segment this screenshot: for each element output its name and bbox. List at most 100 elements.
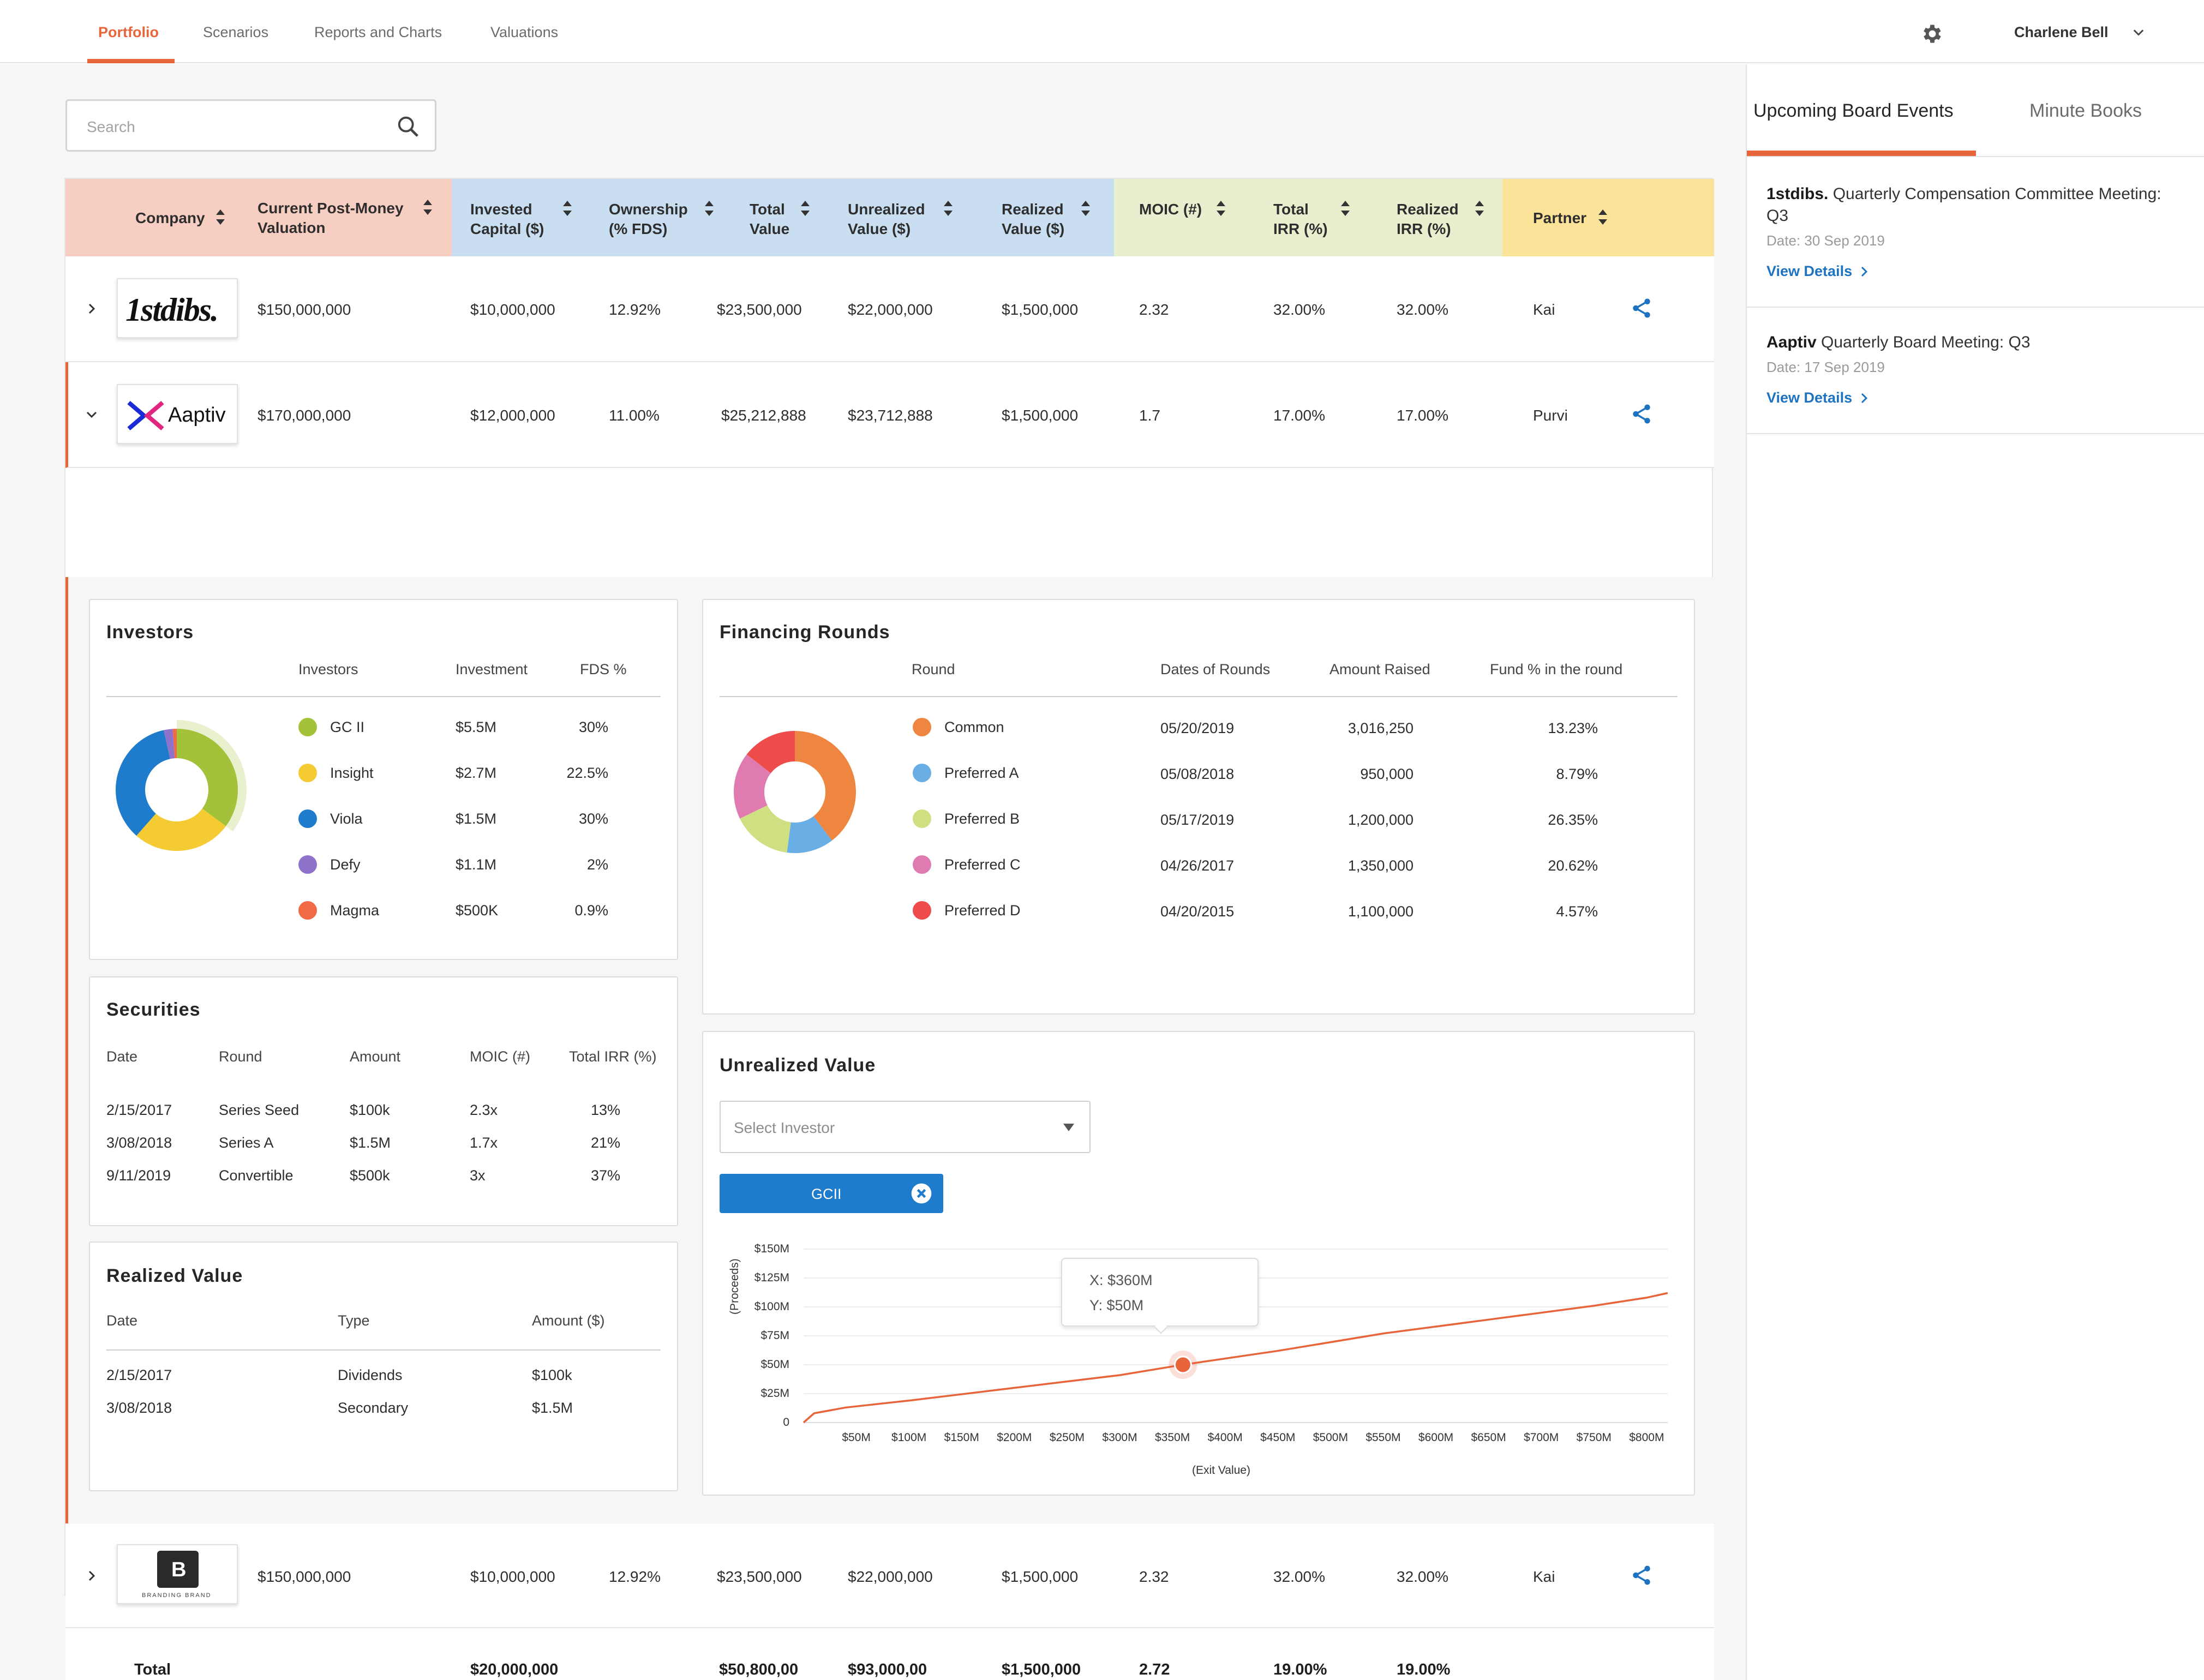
user-name[interactable]: Charlene Bell [2014,24,2109,40]
divider [1747,433,2204,434]
chevron-down-icon[interactable] [85,408,98,421]
tab-portfolio[interactable]: Portfolio [98,24,159,40]
donut-slice[interactable] [746,731,795,773]
tab-valuations[interactable]: Valuations [490,24,559,40]
portfolio-table: Company Current Post-Money Valuation Inve… [64,178,1714,1680]
round-date: 04/26/2017 [1160,857,1235,874]
table-row[interactable]: 1stdibs. $150,000,000 $10,000,000 12.92%… [65,256,1714,362]
selected-investor-chip[interactable]: GCII [720,1174,943,1213]
donut-slice[interactable] [795,731,856,841]
investor-select[interactable]: Select Investor [720,1101,1091,1153]
sort-icon[interactable] [801,201,810,216]
col-unrealized[interactable]: Unrealized Value ($) [848,201,925,237]
sort-icon[interactable] [705,201,714,216]
board-events-sidebar: Upcoming Board Events Minute Books 1stdi… [1746,64,2204,1680]
table-row[interactable]: B BRANDING BRAND $150,000,000 $10,000,00… [65,1523,1714,1628]
chevron-right-icon[interactable] [85,302,98,315]
donut-slice[interactable] [740,805,791,853]
sort-icon[interactable] [1217,201,1225,216]
active-tab-indicator [1747,151,1976,156]
realized-value-panel: Realized Value Date Type Amount ($) 2/15… [89,1241,678,1491]
donut-slice[interactable] [787,816,833,853]
investor-fds: 22.5% [566,765,608,781]
investor-name: Defy [330,856,361,873]
sort-icon[interactable] [563,201,572,216]
share-icon[interactable] [1630,1564,1653,1587]
securities-cell: Convertible [219,1167,294,1184]
col-total-irr: Total IRR (%) [569,1048,657,1065]
donut-slice[interactable] [177,729,238,826]
share-icon[interactable] [1630,403,1653,425]
investor-fds: 30% [578,719,608,735]
share-icon[interactable] [1630,297,1653,320]
col-moic[interactable]: MOIC (#) [1139,201,1202,218]
sort-icon[interactable] [1598,209,1607,225]
company-logo-aaptiv: Aaptiv [117,384,238,444]
y-tick-label: $150M [754,1243,789,1255]
y-tick-label: $125M [754,1271,789,1284]
tab-scenarios[interactable]: Scenarios [203,24,269,40]
col-realized-irr[interactable]: Realized IRR (%) [1397,201,1459,237]
round-date: 04/20/2015 [1160,903,1235,920]
unrealized-title: Unrealized Value [720,1055,876,1076]
col-ownership[interactable]: Ownership (% FDS) [609,201,688,237]
table-row-expanded[interactable]: Aaptiv $170,000,000 $12,000,000 11.00% $… [65,362,1714,468]
x-tick-label: $50M [842,1431,871,1444]
investor-investment: $2.7M [456,765,497,781]
donut-slice[interactable] [164,729,175,759]
event-title: Aaptiv Quarterly Board Meeting: Q3 [1766,333,2031,351]
tab-upcoming-board-events[interactable]: Upcoming Board Events [1753,100,1954,121]
col-amount-raised: Amount Raised [1329,661,1430,677]
sort-icon[interactable] [1475,201,1484,216]
cell-total-value: $23,500,000 [717,301,802,318]
sort-icon[interactable] [944,201,953,216]
investors-donut-chart [115,720,247,851]
donut-slice[interactable] [172,729,177,759]
portfolio-main: Search Company Current Post-Money Valuati… [0,64,1746,1680]
remove-chip-icon[interactable] [911,1183,932,1204]
col-realized[interactable]: Realized Value ($) [1002,201,1065,237]
top-nav: Portfolio Scenarios Reports and Charts V… [0,0,2204,63]
chevron-down-icon[interactable] [2131,25,2146,40]
aaptiv-mark-icon [127,400,164,431]
donut-slice[interactable] [136,808,226,851]
securities-cell: Series A [219,1135,274,1151]
cell-realized: $1,500,000 [1002,301,1079,318]
header-group-returns [1114,179,1502,256]
sort-icon[interactable] [216,209,225,225]
col-total-value[interactable]: Total Value [750,201,790,237]
divider [106,1349,661,1351]
col-fund-pct: Fund % in the round [1490,661,1623,677]
cell-unrealized: $22,000,000 [848,1568,933,1585]
tab-reports-and-charts[interactable]: Reports and Charts [314,24,442,40]
realized-cell: 2/15/2017 [106,1367,172,1383]
caret-down-icon[interactable] [1063,1124,1074,1131]
event-date: Date: 17 Sep 2019 [1766,359,1885,375]
company-logo-1stdibs: 1stdibs. [117,278,238,338]
sort-icon[interactable] [423,200,432,215]
cell-total-irr: 32.00% [1273,1568,1325,1585]
view-details-link[interactable]: View Details [1766,389,1871,406]
search-icon[interactable] [396,114,421,139]
cell-unrealized: $22,000,000 [848,301,933,318]
chevron-right-icon[interactable] [85,1569,98,1582]
round-amount: 3,016,250 [1347,720,1414,736]
highlight-point[interactable] [1173,1355,1192,1374]
col-partner[interactable]: Partner [1533,209,1587,226]
sort-icon[interactable] [1341,201,1350,216]
col-invested[interactable]: Invested Capital ($) [470,201,544,237]
sort-icon[interactable] [1081,201,1090,216]
search-input[interactable]: Search [65,99,436,152]
header-group-partner [1502,179,1714,256]
col-company[interactable]: Company [135,209,205,226]
view-details-link[interactable]: View Details [1766,263,1871,280]
donut-slice[interactable] [734,754,771,819]
donut-slice[interactable] [115,730,170,836]
round-name: Preferred B [944,811,1020,827]
col-valuation[interactable]: Current Post-Money Valuation [257,200,404,236]
securities-cell: Series Seed [219,1102,300,1118]
col-amount: Amount ($) [532,1312,605,1329]
tab-minute-books[interactable]: Minute Books [2029,100,2142,121]
gear-icon[interactable] [1920,22,1944,46]
col-total-irr[interactable]: Total IRR (%) [1273,201,1328,237]
